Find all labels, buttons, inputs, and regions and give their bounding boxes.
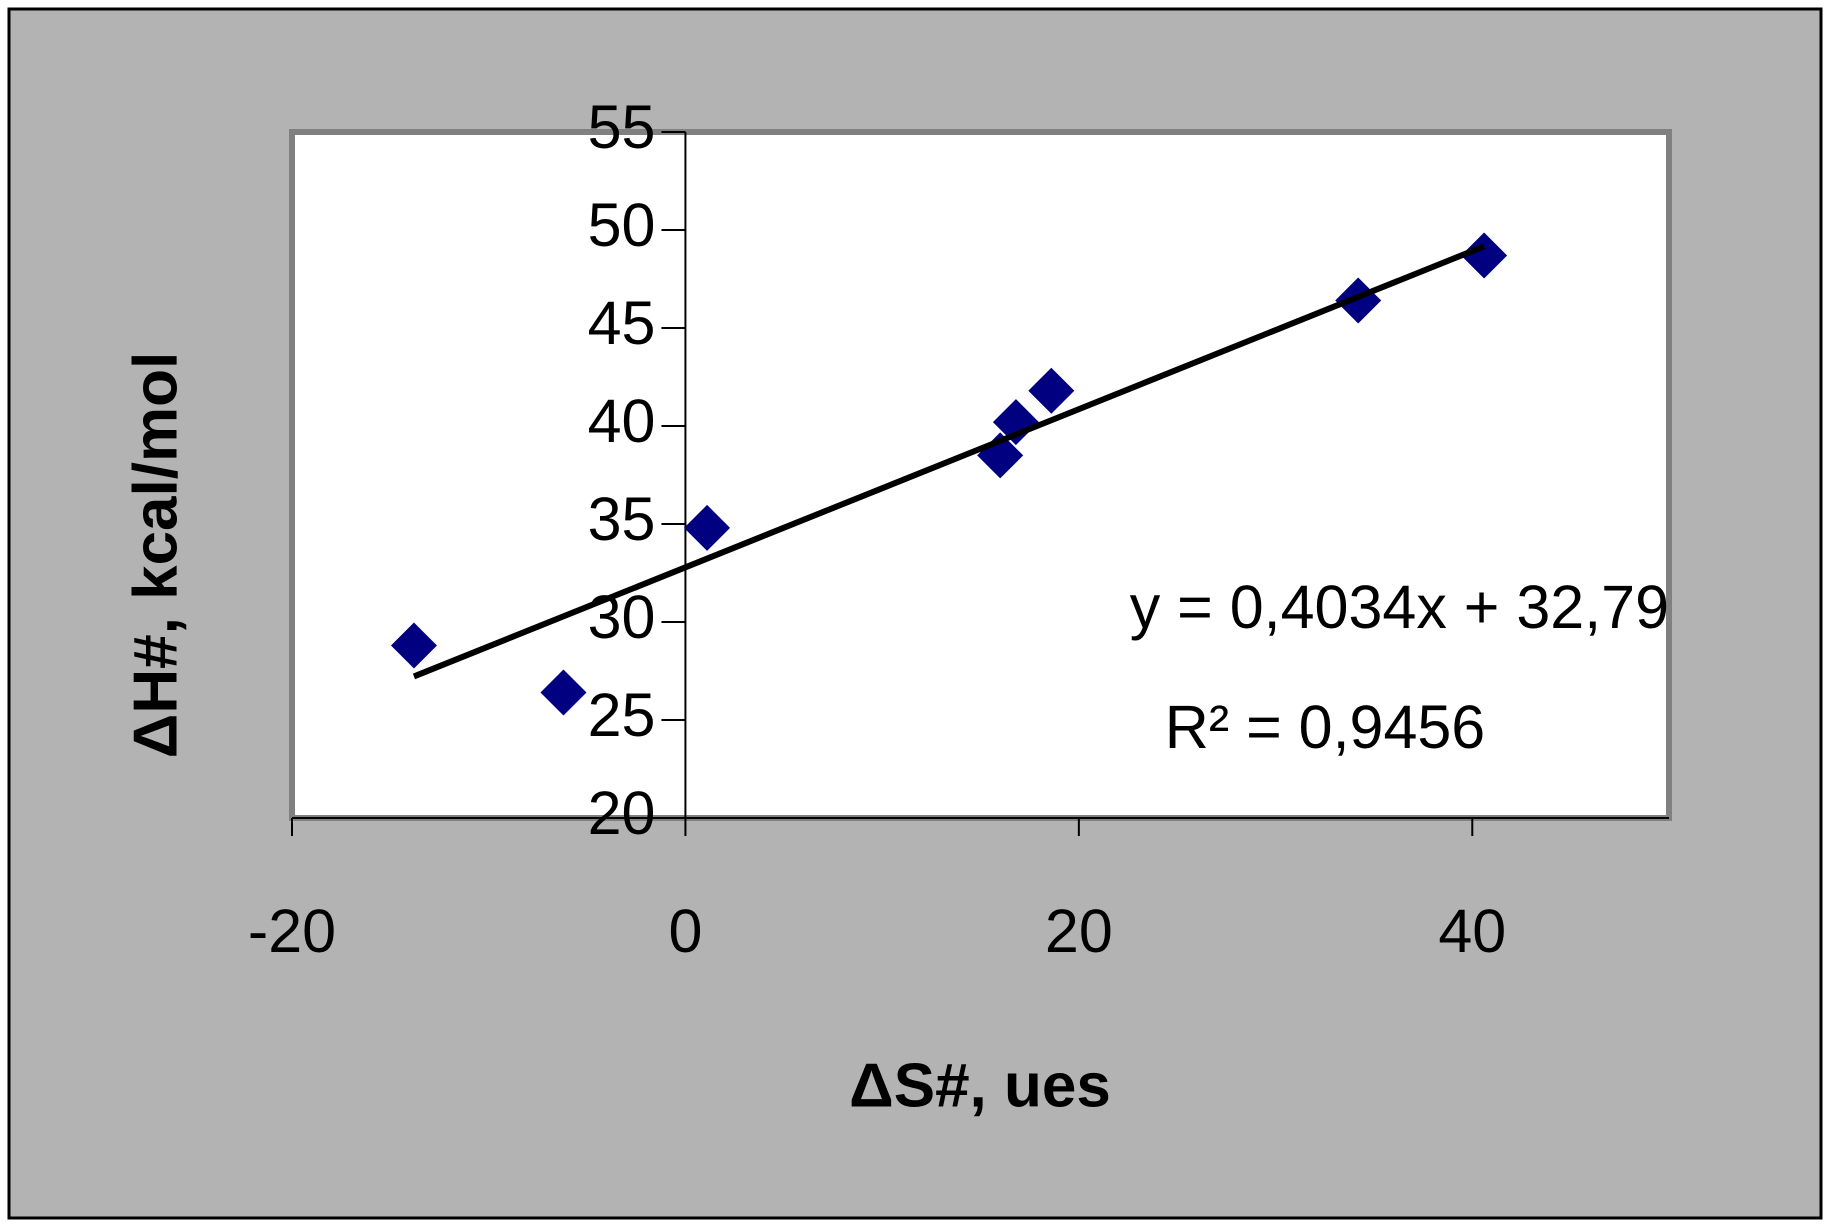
x-axis-title: ΔS#, ues [849,1051,1111,1120]
data-point [390,622,437,669]
x-tick-label: 40 [1438,897,1506,965]
y-tick-label: 35 [588,485,656,553]
y-tick-label: 55 [588,93,656,161]
data-point [1461,232,1508,279]
trendline [412,243,1486,680]
x-tick-label: 20 [1045,897,1113,965]
y-tick-label: 40 [588,387,656,455]
data-point [684,504,731,551]
data-point [540,669,587,716]
r-squared: R² = 0,9456 [1165,693,1485,761]
plot-area [289,129,1672,821]
y-tick-label: 20 [588,779,656,847]
y-tick-label: 45 [588,289,656,357]
data-point [1028,367,1075,414]
y-tick-label: 50 [588,191,656,259]
x-tick-label: -20 [248,897,336,965]
y-tick-label: 25 [588,681,656,749]
y-axis-title: ΔH#, kcal/mol [121,352,190,758]
x-tick-label: 0 [668,897,702,965]
trendline-equation: y = 0,4034x + 32,79 [1130,573,1669,641]
data-point [992,399,1039,446]
